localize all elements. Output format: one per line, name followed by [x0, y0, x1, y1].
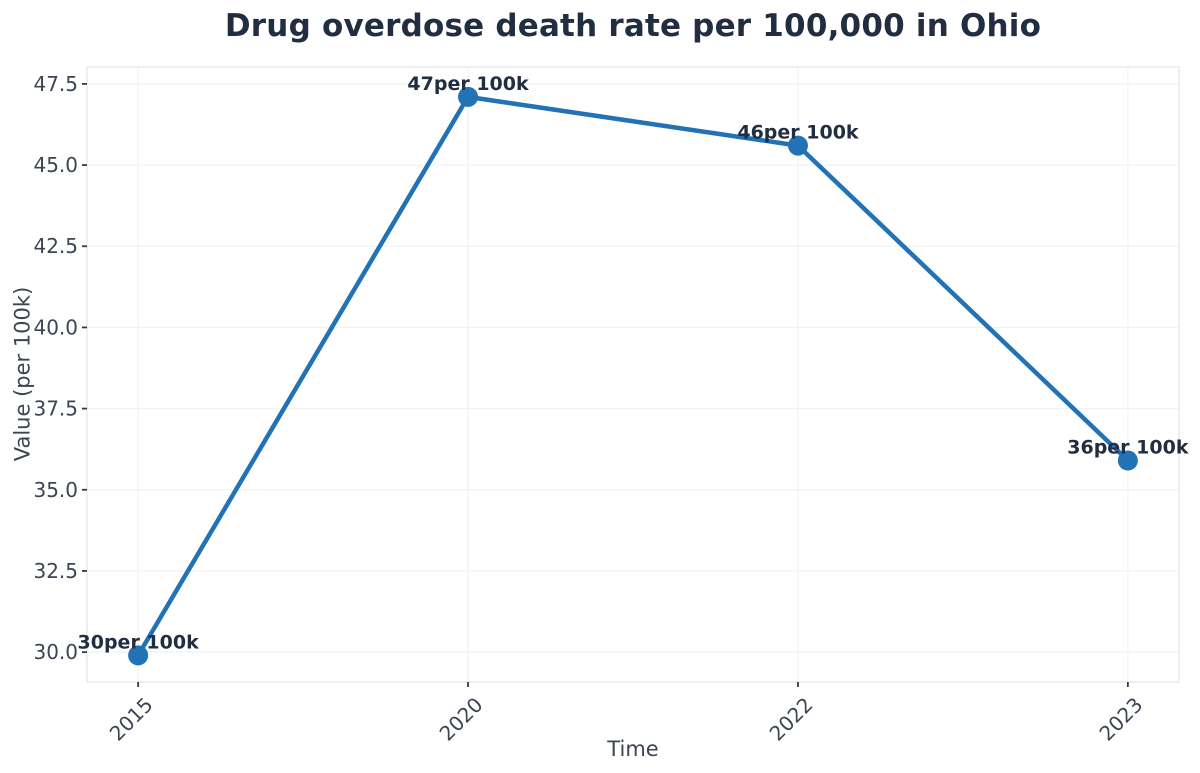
data-point-label: 36per 100k — [1067, 437, 1189, 459]
y-axis-label: Value (per 100k) — [10, 286, 35, 462]
y-tick-label: 35.0 — [33, 478, 78, 502]
y-tick-label: 30.0 — [33, 640, 78, 664]
x-axis-label: Time — [607, 737, 659, 761]
plot-background — [87, 67, 1179, 682]
data-point-marker — [458, 86, 479, 107]
data-point-marker — [128, 645, 149, 666]
plot-spines — [86, 66, 1180, 683]
y-tick-label: 45.0 — [33, 153, 78, 177]
x-tick-label: 2015 — [105, 693, 158, 746]
x-tick-label: 2022 — [765, 693, 818, 746]
y-tick-label: 37.5 — [33, 397, 78, 421]
data-point-label: 46per 100k — [737, 122, 859, 144]
y-tick-label: 40.0 — [33, 315, 78, 339]
data-point-marker — [787, 135, 808, 156]
data-point-label: 47per 100k — [407, 73, 529, 95]
y-tick-label: 47.5 — [33, 72, 78, 96]
x-tick-label: 2020 — [435, 693, 488, 746]
data-line — [135, 94, 1131, 658]
data-point-marker — [1117, 450, 1138, 471]
y-tick-label: 32.5 — [33, 559, 78, 583]
y-tick-label: 42.5 — [33, 234, 78, 258]
chart-title: Drug overdose death rate per 100,000 in … — [224, 8, 1042, 44]
data-point-label: 30per 100k — [78, 631, 200, 653]
x-tick-label: 2023 — [1094, 693, 1147, 746]
